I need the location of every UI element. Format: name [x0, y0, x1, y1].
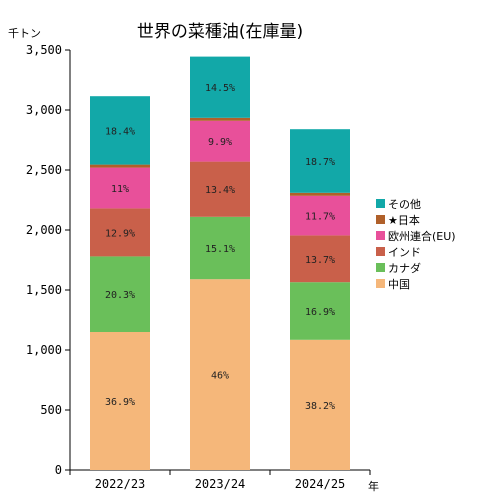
x-tick-label: 2024/25 — [295, 477, 346, 491]
bar-segment — [290, 235, 350, 283]
bar-segment — [90, 164, 150, 168]
data-label: 13.4% — [205, 185, 235, 196]
bar-segment — [290, 339, 350, 470]
y-tick-label: 2,000 — [26, 223, 62, 237]
plot-area: 0 500 1,000 1,500 2,000 2,500 3,000 3,500 36.9% 2… — [26, 43, 371, 491]
data-label: 38.2% — [305, 401, 335, 412]
bar-segment — [290, 129, 350, 193]
bar-segment — [190, 279, 250, 470]
legend-label: カナダ — [388, 261, 421, 275]
bar-segment — [90, 167, 150, 209]
chart-title: 世界の菜種油(在庫量) — [137, 22, 303, 42]
legend-swatch — [376, 263, 385, 272]
y-tick-label: 1,500 — [26, 283, 62, 297]
legend-swatch — [376, 247, 385, 256]
data-label: 46% — [211, 371, 229, 382]
bar-segment — [90, 332, 150, 470]
y-tick-label: 3,500 — [26, 43, 62, 57]
x-axis-unit: 年 — [368, 479, 379, 493]
y-tick-label: 3,000 — [26, 103, 62, 117]
bar-segment — [290, 192, 350, 196]
data-label: 14.5% — [205, 83, 235, 94]
data-label: 36.9% — [105, 397, 135, 408]
data-label: 12.9% — [105, 228, 135, 239]
bar-segment — [90, 96, 150, 165]
data-label: 13.7% — [305, 255, 335, 266]
bar-segment — [190, 56, 250, 118]
data-label: 15.1% — [205, 244, 235, 255]
data-label: 9.9% — [208, 137, 232, 148]
legend-swatch — [376, 199, 385, 208]
legend-label: インド — [388, 246, 421, 259]
legend-label: ★日本 — [388, 213, 420, 227]
legend-swatch — [376, 215, 385, 224]
y-tick-label: 2,500 — [26, 163, 62, 177]
legend-swatch — [376, 279, 385, 288]
bar-segment — [290, 195, 350, 236]
x-tick-label: 2023/24 — [195, 477, 246, 491]
legend-label: 中国 — [388, 278, 410, 291]
data-label: 11% — [111, 184, 129, 195]
y-tick-label: 500 — [40, 403, 62, 417]
bar-segment — [90, 208, 150, 257]
bar-segment — [190, 216, 250, 280]
bar-segment — [290, 282, 350, 340]
bar-segment — [90, 256, 150, 332]
legend-label: その他 — [388, 198, 421, 211]
data-label: 16.9% — [305, 307, 335, 318]
data-label: 20.3% — [105, 290, 135, 301]
data-label: 18.7% — [305, 157, 335, 168]
x-tick-label: 2022/23 — [95, 477, 146, 491]
legend-swatch — [376, 231, 385, 240]
y-tick-label: 0 — [55, 463, 62, 477]
bar-segment — [190, 120, 250, 162]
y-tick-label: 1,000 — [26, 343, 62, 357]
bar-segment — [190, 117, 250, 121]
legend-label: 欧州連合(EU) — [388, 229, 456, 243]
bar-segment — [190, 161, 250, 217]
y-axis-unit: 千トン — [8, 27, 41, 40]
data-label: 11.7% — [305, 212, 335, 223]
data-label: 18.4% — [105, 126, 135, 137]
